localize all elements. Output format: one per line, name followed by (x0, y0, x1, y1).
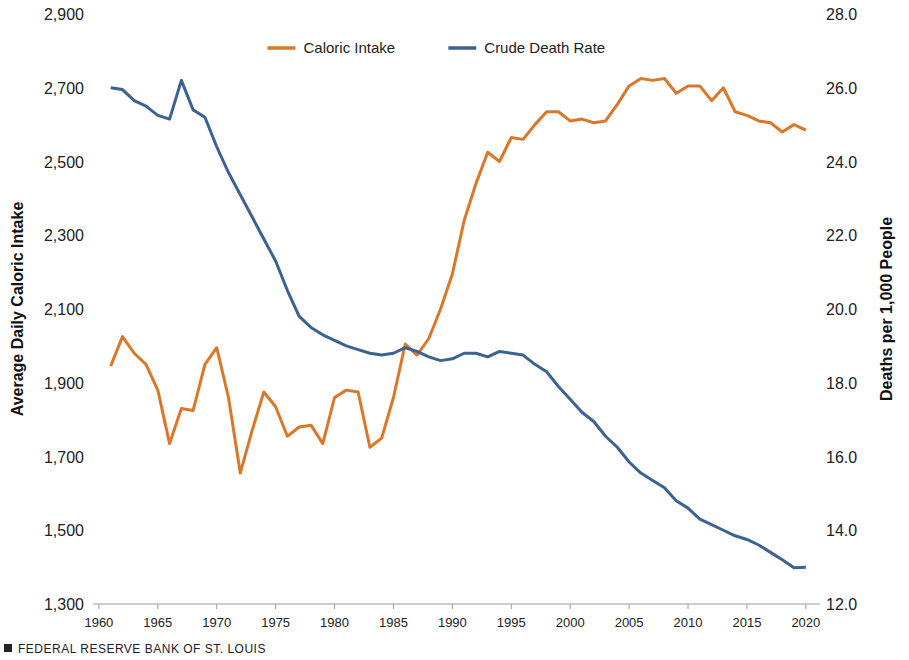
x-tick-label: 2020 (791, 615, 820, 630)
x-tick (629, 604, 630, 609)
legend-swatch (268, 46, 296, 50)
x-tick (98, 604, 99, 609)
legend-label: Crude Death Rate (484, 39, 605, 56)
x-tick (334, 604, 335, 609)
y-tick-label: 2,500 (44, 154, 84, 171)
x-tick-label: 2015 (732, 615, 761, 630)
y-tick-label: 2,300 (44, 227, 84, 244)
x-tick-label: 2010 (674, 615, 703, 630)
x-tick (275, 604, 276, 609)
y2-axis-title: Deaths per 1,000 People (878, 217, 895, 401)
y2-tick-label: 18.0 (826, 375, 857, 392)
series-line (111, 80, 806, 567)
footer-square (4, 644, 12, 652)
legend-label: Caloric Intake (304, 39, 396, 56)
x-tick-label: 1980 (320, 615, 349, 630)
y2-tick-label: 22.0 (826, 227, 857, 244)
y-tick-label: 2,100 (44, 301, 84, 318)
x-tick-label: 2005 (615, 615, 644, 630)
source: FEDERAL RESERVE BANK OF ST. LOUIS (18, 642, 266, 656)
x-tick (746, 604, 747, 609)
y-tick-label: 1,700 (44, 449, 84, 466)
y2-tick-label: 12.0 (826, 596, 857, 613)
x-tick (688, 604, 689, 609)
x-tick (511, 604, 512, 609)
y2-tick-label: 14.0 (826, 522, 857, 539)
y2-tick-label: 20.0 (826, 301, 857, 318)
x-tick-label: 1985 (379, 615, 408, 630)
x-tick (216, 604, 217, 609)
x-tick (393, 604, 394, 609)
x-tick (452, 604, 453, 609)
x-tick-label: 1970 (202, 615, 231, 630)
x-tick (570, 604, 571, 609)
x-tick-label: 1975 (261, 615, 290, 630)
y-tick-label: 2,700 (44, 80, 84, 97)
x-axis-line (93, 604, 820, 605)
series-group (111, 79, 806, 568)
y2-tick-label: 28.0 (826, 6, 857, 23)
series-line (111, 79, 806, 474)
y2-tick-label: 26.0 (826, 80, 857, 97)
x-tick-label: 1995 (497, 615, 526, 630)
y-tick-label: 2,900 (44, 6, 84, 23)
x-tick-label: 1965 (143, 615, 172, 630)
y-tick-label: 1,500 (44, 522, 84, 539)
x-tick (805, 604, 806, 609)
y-tick-label: 1,900 (44, 375, 84, 392)
legend: Caloric Intake Crude Death Rate (268, 39, 606, 56)
x-tick-label: 2000 (556, 615, 585, 630)
y-axis-title: Average Daily Caloric Intake (9, 202, 26, 417)
chart: 1960 1965 1970 1975 1980 1985 1990 1995 2000 2005… (0, 0, 909, 660)
y-tick-label: 1,300 (44, 596, 84, 613)
legend-swatch (448, 46, 476, 50)
x-tick-label: 1990 (438, 615, 467, 630)
x-tick (157, 604, 158, 609)
x-tick-label: 1960 (84, 615, 113, 630)
y2-tick-label: 16.0 (826, 449, 857, 466)
y2-tick-label: 24.0 (826, 154, 857, 171)
